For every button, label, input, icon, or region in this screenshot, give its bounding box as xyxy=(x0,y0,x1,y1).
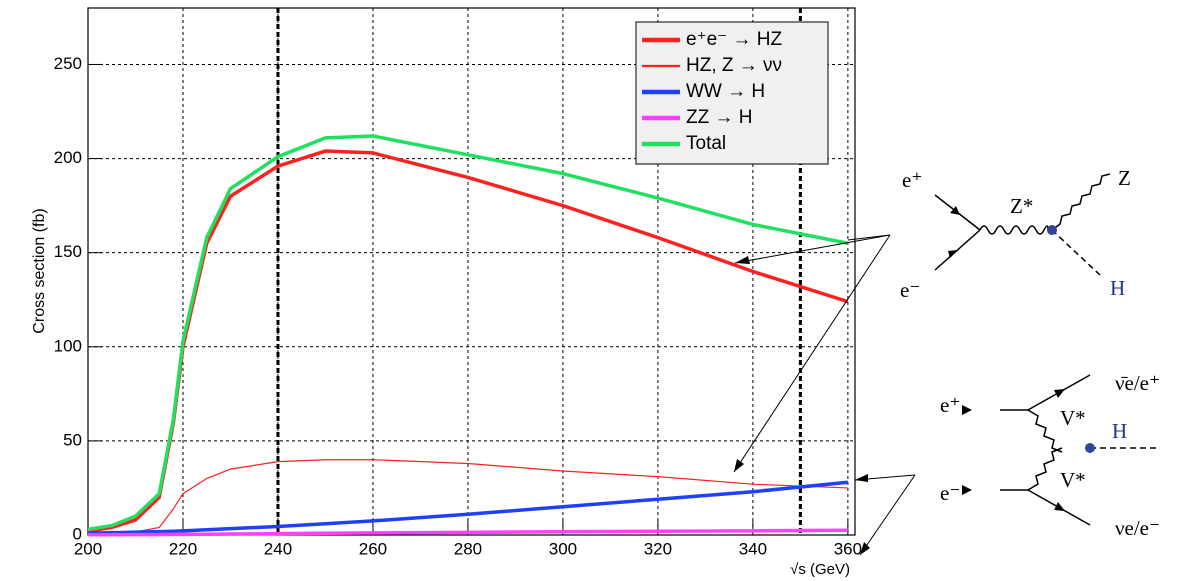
diagram-label: V* xyxy=(1060,468,1086,492)
x-tick-label: 360 xyxy=(834,539,862,558)
legend-label: WW → H xyxy=(686,81,765,102)
diagram-label: e⁺ xyxy=(940,393,960,417)
series-line xyxy=(87,149,849,533)
diagram-label: e⁺ xyxy=(902,168,922,192)
y-tick-label: 250 xyxy=(54,54,82,73)
legend: e⁺e⁻ → HZ HZ, Z → νν WW → H ZZ → H Total xyxy=(635,21,829,165)
legend-label: e⁺e⁻ → HZ xyxy=(686,29,782,50)
diagram-label: Z* xyxy=(1010,194,1033,218)
plot-frame xyxy=(87,7,856,536)
diagram-label: H xyxy=(1112,419,1127,443)
arrow-heads xyxy=(734,256,870,555)
diagram-label: Z xyxy=(1118,166,1131,190)
series-line xyxy=(87,459,848,535)
x-tick-label: 280 xyxy=(454,539,482,558)
x-tick-label: 220 xyxy=(169,539,197,558)
y-tick-label: 200 xyxy=(54,148,82,167)
legend-label: Total xyxy=(686,133,726,154)
y-axis-label: Cross section (fb) xyxy=(31,208,48,333)
vertex xyxy=(1047,225,1057,235)
x-tick-label: 260 xyxy=(359,539,387,558)
x-tick-label: 200 xyxy=(74,539,102,558)
y-tick-label: 50 xyxy=(63,430,82,449)
diagram-label: V* xyxy=(1060,406,1086,430)
diagram-label: e⁻ xyxy=(940,481,960,505)
diagram-label: H xyxy=(1110,276,1125,300)
arrows xyxy=(733,234,916,556)
diagram-label: νe/e⁻ xyxy=(1115,516,1160,540)
x-tick-label: 300 xyxy=(549,539,577,558)
series-line xyxy=(88,528,848,537)
diagram-label: e⁻ xyxy=(900,278,920,302)
diagram-label: ν̄e/e⁺ xyxy=(1115,371,1160,395)
x-tick-label: 320 xyxy=(644,539,672,558)
legend-label: HZ, Z → νν xyxy=(686,55,782,76)
fermion-arrows xyxy=(948,206,1065,511)
x-tick-label: 240 xyxy=(264,539,292,558)
plot-area: 0 50 100 150 200 250 200 220 240 260 280 300 320 340 3… xyxy=(54,7,862,558)
y-tick-label: 100 xyxy=(54,336,82,355)
vertex xyxy=(1085,443,1095,453)
feynman-diagram xyxy=(934,173,1160,526)
y-tick-label: 150 xyxy=(54,242,82,261)
series-line xyxy=(87,134,849,532)
y-tick-label: 0 xyxy=(73,524,82,543)
series-line xyxy=(87,480,849,535)
x-tick-label: 340 xyxy=(739,539,767,558)
x-axis-label: √s (GeV) xyxy=(790,561,850,578)
legend-label: ZZ → H xyxy=(686,107,753,128)
